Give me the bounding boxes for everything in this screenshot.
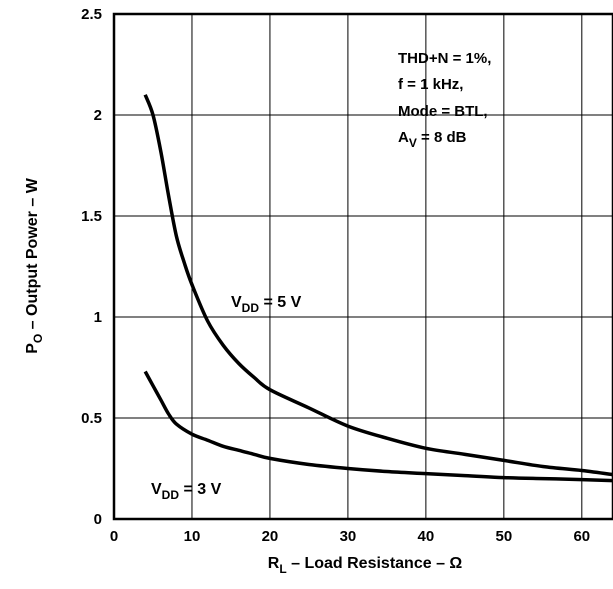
x-tick-label: 0 (110, 528, 118, 545)
x-tick-label: 10 (184, 528, 201, 545)
axis-ticks: 0 10 20 30 40 50 60 0 0.5 1 1.5 2 2.5 (81, 6, 590, 545)
y-axis-title: PO – Output Power – W (24, 177, 45, 353)
y-tick-label: 2.5 (81, 6, 102, 23)
y-tick-label: 0.5 (81, 410, 102, 427)
series-label-vdd-5v: VDD = 5 V (231, 294, 302, 315)
series-line-vdd-5v (143, 94, 613, 477)
annotation-line-4: AV = 8 dB (398, 129, 467, 150)
series-label-vdd-3v: VDD = 3 V (151, 481, 222, 502)
x-tick-label: 40 (418, 528, 435, 545)
y-tick-label: 0 (94, 511, 102, 528)
annotation-line-1: THD+N = 1%, (398, 50, 491, 67)
annotation-gain-symbol: A (398, 129, 409, 146)
y-tick-label: 1.5 (81, 208, 102, 225)
annotation-line-2: f = 1 kHz, (398, 76, 463, 93)
y-tick-label: 2 (94, 107, 102, 124)
x-tick-label: 30 (340, 528, 357, 545)
x-axis-title: RL – Load Resistance – Ω (268, 555, 463, 576)
grid-lines (114, 14, 613, 519)
x-tick-label: 50 (496, 528, 513, 545)
y-tick-label: 1 (94, 309, 102, 326)
series-line-vdd-3v (143, 370, 613, 483)
x-tick-label: 20 (262, 528, 279, 545)
series-layer (143, 94, 613, 483)
annotation-gain-value: = 8 dB (417, 129, 467, 146)
x-tick-label: 60 (573, 528, 590, 545)
annotation-line-3: Mode = BTL, (398, 103, 488, 120)
annotation-gain-subscript: V (409, 136, 417, 150)
plot-frame (112, 12, 613, 521)
